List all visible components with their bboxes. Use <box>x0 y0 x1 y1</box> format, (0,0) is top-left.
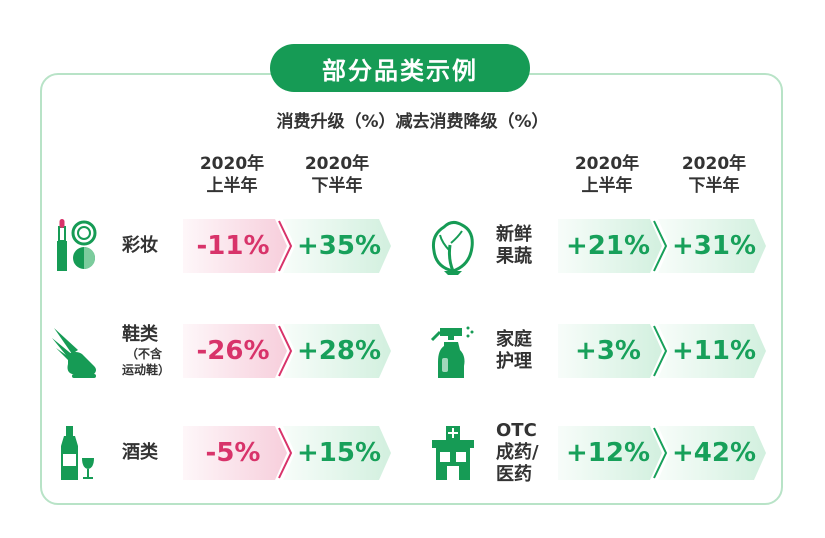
chevron-divider <box>653 427 668 479</box>
value-cell-graphic <box>183 219 391 273</box>
category-label-line: 医药 <box>496 464 532 485</box>
chevron-divider <box>653 325 668 377</box>
cosmetics-icon <box>50 215 100 277</box>
value-bar: +3% +11% <box>558 320 768 382</box>
value-cell-graphic <box>183 324 391 378</box>
h2-value-label: +31% <box>671 231 757 261</box>
h2-value-label: +42% <box>671 438 757 468</box>
chevron-divider <box>278 220 293 272</box>
category-row: 彩妆 -11% +35% <box>50 215 400 277</box>
col-header-half: 上半年 <box>206 176 258 196</box>
category-label-line: 护理 <box>496 351 532 372</box>
h1-value-segment <box>558 219 662 273</box>
category-label-line: 鞋类 <box>122 324 158 345</box>
col-header-right-h1: 2020年 上半年 <box>555 153 659 197</box>
category-label-line: 彩妆 <box>122 235 158 256</box>
h2-value-label: +35% <box>296 231 382 261</box>
chart-title: 部分品类示例 <box>270 44 530 92</box>
category-row: 鞋类 （不含 运动鞋） -26% +28% <box>50 320 400 382</box>
h2-value-segment <box>658 426 766 480</box>
h2-value-segment <box>283 324 391 378</box>
chart-subtitle: 消费升级（%）减去消费降级（%） <box>276 112 549 132</box>
spray-bottle-icon <box>428 320 478 382</box>
value-bar: -5% +15% <box>183 422 393 484</box>
h2-value-segment <box>283 426 391 480</box>
h1-value-segment <box>183 324 287 378</box>
pharmacy-icon <box>428 422 478 484</box>
category-label: 新鲜 果蔬 <box>496 215 532 277</box>
h2-value-segment <box>658 324 766 378</box>
category-label: 彩妆 <box>122 215 158 277</box>
col-header-year: 2020年 <box>574 154 640 174</box>
h2-value-label: +15% <box>296 438 382 468</box>
category-sublabel-line: （不含 <box>126 347 163 361</box>
category-label: 家庭 护理 <box>496 320 532 382</box>
category-label-line: 果蔬 <box>496 246 532 267</box>
vegetable-icon <box>428 215 478 277</box>
h1-value-segment <box>558 426 662 480</box>
h2-value-segment <box>283 219 391 273</box>
col-header-half: 下半年 <box>311 176 363 196</box>
category-row: 新鲜 果蔬 +21% +31% <box>428 215 778 277</box>
h1-value-segment <box>558 324 662 378</box>
h2-value-label: +28% <box>296 336 382 366</box>
value-cell-graphic <box>558 426 766 480</box>
value-bar: -11% +35% <box>183 215 393 277</box>
category-label-line: 酒类 <box>122 442 158 463</box>
col-header-right-h2: 2020年 下半年 <box>662 153 766 197</box>
category-label-line: OTC <box>496 420 537 441</box>
chevron-divider <box>278 427 293 479</box>
col-header-year: 2020年 <box>304 154 370 174</box>
value-bar: +12% +42% <box>558 422 768 484</box>
h1-value-label: +3% <box>575 336 641 366</box>
col-header-half: 下半年 <box>688 176 740 196</box>
h1-value-label: -26% <box>196 336 270 366</box>
wine-icon <box>50 422 100 484</box>
shoe-icon <box>50 320 100 382</box>
col-header-half: 上半年 <box>581 176 633 196</box>
value-cell-graphic <box>183 426 391 480</box>
category-row: 家庭 护理 +3% +11% <box>428 320 778 382</box>
col-header-left-h1: 2020年 上半年 <box>180 153 284 197</box>
col-header-year: 2020年 <box>199 154 265 174</box>
category-label-line: 新鲜 <box>496 224 532 245</box>
category-label: OTC 成药/ 医药 <box>496 414 539 492</box>
h1-value-label: +21% <box>565 231 651 261</box>
category-label-line: 成药/ <box>496 442 539 463</box>
h1-value-segment <box>183 426 287 480</box>
value-bar: +21% +31% <box>558 215 768 277</box>
value-bar: -26% +28% <box>183 320 393 382</box>
value-cell-graphic <box>558 324 766 378</box>
category-label: 酒类 <box>122 422 158 484</box>
category-row: 酒类 -5% +15% <box>50 422 400 484</box>
category-label-line: 家庭 <box>496 329 532 350</box>
h2-value-segment <box>658 219 766 273</box>
col-header-left-h2: 2020年 下半年 <box>285 153 389 197</box>
category-row: OTC 成药/ 医药 +12% +42% <box>428 420 778 485</box>
chevron-divider <box>653 220 668 272</box>
category-label: 鞋类 （不含 运动鞋） <box>122 314 170 388</box>
col-header-year: 2020年 <box>681 154 747 174</box>
h1-value-label: -11% <box>196 231 270 261</box>
chevron-divider <box>278 325 293 377</box>
category-sublabel-line: 运动鞋） <box>122 363 171 377</box>
h1-value-label: -5% <box>205 438 261 468</box>
h1-value-segment <box>183 219 287 273</box>
value-cell-graphic <box>558 219 766 273</box>
h2-value-label: +11% <box>671 336 757 366</box>
h1-value-label: +12% <box>565 438 651 468</box>
